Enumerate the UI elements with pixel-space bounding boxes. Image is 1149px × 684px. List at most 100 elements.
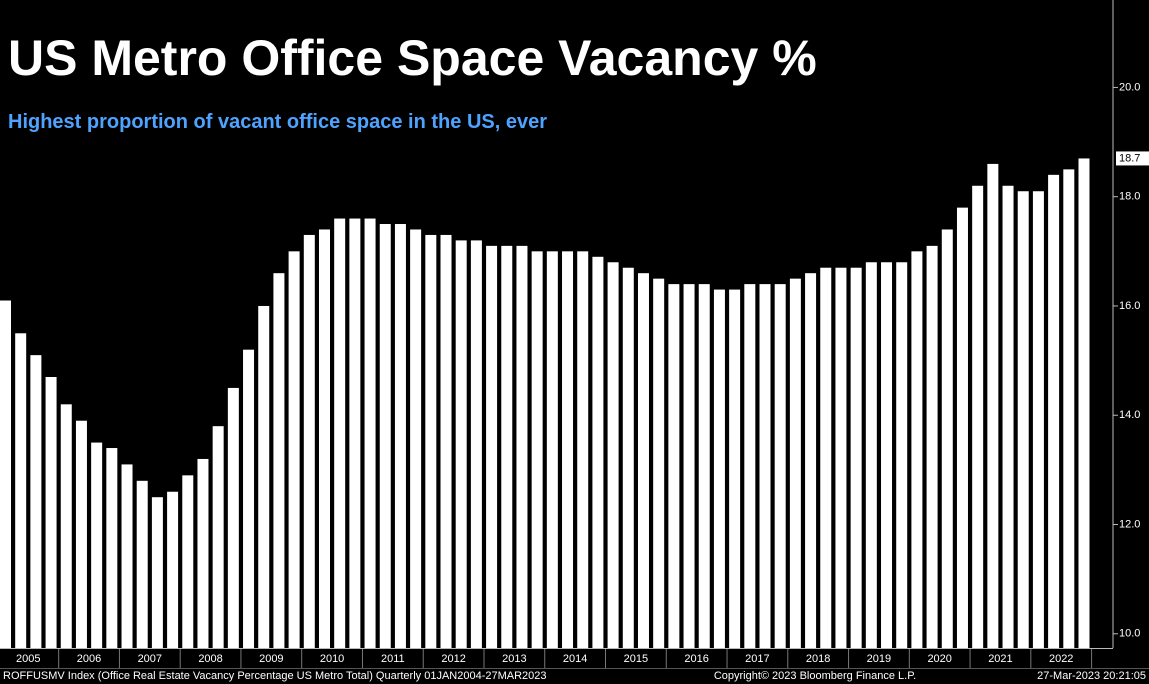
bar: [713, 289, 725, 648]
bar: [956, 207, 968, 648]
y-tick-label: 10.0: [1119, 628, 1140, 640]
bar: [1017, 191, 1029, 649]
bar: [531, 251, 543, 648]
bar: [759, 284, 771, 648]
bar: [410, 229, 422, 648]
bar: [668, 284, 680, 648]
x-tick-label: 2013: [502, 653, 526, 665]
bar: [455, 240, 467, 648]
bar: [1048, 174, 1060, 649]
bar: [151, 497, 163, 648]
bar: [379, 224, 391, 648]
bar: [881, 262, 893, 648]
bar: [546, 251, 558, 648]
bar: [805, 273, 817, 648]
bar: [75, 420, 87, 648]
footer-center: Copyright© 2023 Bloomberg Finance L.P.: [714, 670, 916, 682]
bar: [121, 464, 133, 648]
bar: [182, 475, 194, 648]
bar: [653, 278, 665, 648]
bar: [835, 267, 847, 648]
y-tick-label: 14.0: [1119, 409, 1140, 421]
x-tick-label: 2021: [988, 653, 1012, 665]
bar: [896, 262, 908, 648]
chart-subtitle: Highest proportion of vacant office spac…: [8, 111, 547, 133]
y-tick-label: 16.0: [1119, 300, 1140, 312]
bar: [440, 234, 452, 648]
footer-left: ROFFUSMV Index (Office Real Estate Vacan…: [3, 670, 547, 682]
bar: [273, 273, 285, 648]
bar: [243, 349, 255, 648]
x-tick-label: 2006: [77, 653, 101, 665]
bar: [136, 480, 148, 648]
value-label: 18.7: [1119, 152, 1140, 164]
bar: [167, 491, 179, 648]
bar: [45, 376, 57, 648]
x-tick-label: 2020: [927, 653, 951, 665]
bar: [865, 262, 877, 648]
bar: [334, 218, 346, 648]
bar: [501, 245, 513, 648]
bar: [987, 163, 999, 649]
bar: [470, 240, 482, 648]
footer-right: 27-Mar-2023 20:21:05: [1037, 670, 1146, 682]
x-tick-label: 2014: [563, 653, 587, 665]
chart-title: US Metro Office Space Vacancy %: [8, 30, 817, 86]
bar: [258, 305, 270, 648]
bar: [577, 251, 589, 648]
bar: [607, 262, 619, 648]
bar: [683, 284, 695, 648]
x-tick-label: 2007: [138, 653, 162, 665]
bar: [744, 284, 756, 648]
x-tick-label: 2015: [624, 653, 648, 665]
y-tick-label: 12.0: [1119, 518, 1140, 530]
x-tick-label: 2017: [745, 653, 769, 665]
x-tick-label: 2019: [867, 653, 891, 665]
bar: [0, 300, 11, 648]
bar: [729, 289, 741, 648]
x-tick-label: 2010: [320, 653, 344, 665]
x-tick-label: 2022: [1049, 653, 1073, 665]
bar: [622, 267, 634, 648]
bar: [637, 273, 649, 648]
bar: [850, 267, 862, 648]
bar: [91, 442, 103, 648]
x-tick-label: 2012: [441, 653, 465, 665]
bar: [1032, 191, 1044, 649]
bars: [0, 158, 1090, 649]
bar: [394, 224, 406, 648]
bar: [926, 245, 938, 648]
bar: [197, 458, 209, 648]
bar: [516, 245, 528, 648]
bar: [30, 355, 42, 648]
x-tick-label: 2011: [381, 653, 405, 665]
bar: [972, 185, 984, 649]
bar: [789, 278, 801, 648]
x-tick-label: 2018: [806, 653, 830, 665]
bar: [820, 267, 832, 648]
x-tick-label: 2008: [198, 653, 222, 665]
bar: [911, 251, 923, 648]
x-tick-label: 2005: [16, 653, 40, 665]
y-tick-label: 18.0: [1119, 191, 1140, 203]
bar: [1078, 158, 1090, 649]
bar: [941, 229, 953, 648]
bar: [562, 251, 574, 648]
bar: [106, 448, 118, 648]
bar: [774, 284, 786, 648]
x-tick-label: 2016: [684, 653, 708, 665]
bar: [303, 234, 315, 648]
bar: [486, 245, 498, 648]
bar: [698, 284, 710, 648]
bar: [425, 234, 437, 648]
bar: [349, 218, 361, 648]
bar: [212, 426, 224, 648]
bar: [592, 256, 604, 648]
bar: [318, 229, 330, 648]
bar: [1002, 185, 1014, 649]
y-tick-label: 20.0: [1119, 81, 1140, 93]
value-label-box: [1116, 151, 1149, 166]
bar: [15, 333, 27, 648]
